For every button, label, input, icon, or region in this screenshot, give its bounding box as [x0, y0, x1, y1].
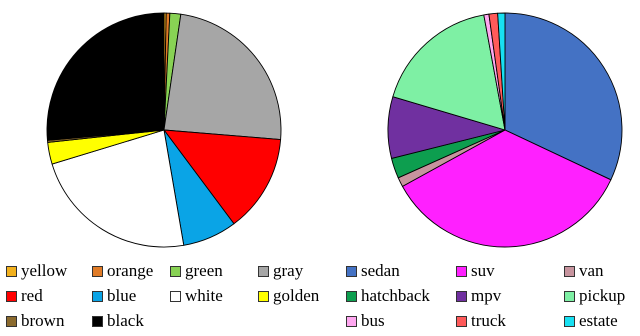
pie-slice-red [163, 129, 282, 225]
pie-slice-sedan [504, 12, 623, 181]
legend-swatch [6, 265, 17, 277]
legend-swatch [346, 265, 357, 277]
legend-label: red [21, 286, 43, 305]
legend-swatch [6, 315, 17, 327]
legend-swatch [92, 315, 103, 327]
legend-swatch [456, 265, 467, 277]
legend-label: gray [273, 261, 304, 280]
legend-label: bus [361, 311, 385, 330]
legend-item-hatchback: hatchback [346, 285, 430, 307]
pie-chart-car-colors [46, 12, 282, 248]
pie-slice-black [46, 12, 165, 141]
legend-swatch [6, 290, 17, 302]
legend-item-orange: orange [92, 260, 153, 282]
pie-slice-pickup [392, 14, 506, 131]
legend-swatch [346, 315, 357, 327]
legend-item-estate: estate [564, 310, 618, 332]
legend-swatch [456, 290, 467, 302]
legend-swatch [92, 290, 103, 302]
pie-chart-car-types [387, 12, 623, 248]
legend-label: brown [21, 311, 65, 330]
legend-swatch [258, 265, 269, 277]
legend-item-bus: bus [346, 310, 385, 332]
legend-swatch [564, 290, 575, 302]
legend-label: estate [579, 311, 618, 330]
legend-swatch [564, 265, 575, 277]
legend-item-golden: golden [258, 285, 319, 307]
legend-swatch [346, 290, 357, 302]
legend-item-mpv: mpv [456, 285, 501, 307]
legend-item-suv: suv [456, 260, 495, 282]
legend-label: white [185, 286, 223, 305]
legend-label: blue [107, 286, 137, 305]
legend-label: yellow [21, 261, 68, 280]
legend-swatch [92, 265, 103, 277]
legend-label: van [579, 261, 604, 280]
legend-item-sedan: sedan [346, 260, 400, 282]
legend-label: black [107, 311, 144, 330]
pie-slice-suv [402, 129, 612, 248]
legend-label: golden [273, 286, 320, 305]
legend-label: truck [471, 311, 506, 330]
legend-label: sedan [361, 261, 400, 280]
pie-slice-estate [497, 12, 506, 131]
legend-label: suv [471, 261, 495, 280]
pie-slice-white [51, 129, 185, 248]
pie-slice-gray [163, 13, 282, 140]
legend-label: hatchback [361, 286, 430, 305]
legend-item-gray: gray [258, 260, 303, 282]
legend-swatch [456, 315, 467, 327]
legend-swatch [258, 290, 269, 302]
legend-item-red: red [6, 285, 43, 307]
legend-item-pickup: pickup [564, 285, 625, 307]
legend-item-green: green [170, 260, 223, 282]
legend-item-van: van [564, 260, 604, 282]
legend-item-truck: truck [456, 310, 506, 332]
legend-item-black: black [92, 310, 144, 332]
legend-label: mpv [471, 286, 502, 305]
legend-swatch [170, 265, 181, 277]
legend-item-white: white [170, 285, 223, 307]
legend-label: orange [107, 261, 154, 280]
legend-swatch [170, 290, 181, 302]
legend-item-yellow: yellow [6, 260, 67, 282]
legend-swatch [564, 315, 575, 327]
legend-label: pickup [579, 286, 626, 305]
legend-item-blue: blue [92, 285, 136, 307]
legend-label: green [185, 261, 223, 280]
legend-item-brown: brown [6, 310, 64, 332]
